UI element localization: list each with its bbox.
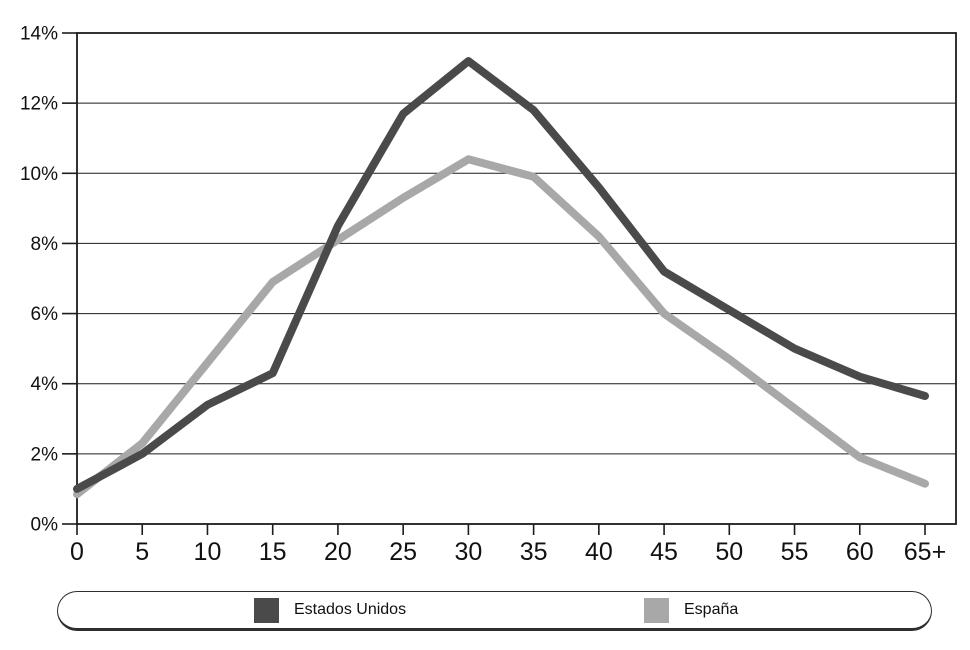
estados-unidos-label: Estados Unidos bbox=[294, 601, 407, 618]
espana-swatch bbox=[644, 597, 669, 623]
x-axis-label: 20 bbox=[324, 538, 352, 566]
x-axis-label: 25 bbox=[389, 538, 417, 566]
series-line-estados-unidos bbox=[73, 57, 929, 493]
x-axis-label: 60 bbox=[846, 538, 874, 566]
series-line-espana bbox=[73, 155, 929, 499]
x-axis-label: 15 bbox=[259, 538, 287, 566]
x-axis-label: 55 bbox=[781, 538, 809, 566]
x-axis-label: 45 bbox=[650, 538, 678, 566]
x-axis-label: 40 bbox=[585, 538, 613, 566]
y-axis-label: 4% bbox=[31, 374, 59, 395]
y-axis-label: 2% bbox=[31, 444, 59, 465]
y-axis-label: 14% bbox=[20, 24, 58, 45]
x-axis-label: 50 bbox=[715, 538, 743, 566]
espana-label: España bbox=[684, 601, 739, 618]
y-axis-label: 0% bbox=[31, 515, 59, 536]
age-distribution-line-chart: 0% 2% 4% 6% 8% 10% 12% 14% 0 5 10 15 20 25 30 35 40 45 50 5… bbox=[20, 24, 957, 566]
legend-item-estados-unidos: Estados Unidos bbox=[254, 592, 406, 628]
plot-frame bbox=[76, 32, 957, 525]
x-axis-label: 65+ bbox=[904, 538, 946, 566]
x-axis-label: 30 bbox=[454, 538, 482, 566]
estados-unidos-swatch bbox=[254, 597, 279, 623]
legend-item-espana: España bbox=[644, 592, 738, 628]
y-axis-label: 10% bbox=[20, 164, 58, 185]
x-axis-label: 5 bbox=[135, 538, 149, 566]
x-axis-label: 10 bbox=[194, 538, 222, 566]
legend: Estados Unidos España bbox=[57, 591, 932, 631]
x-axis-label: 0 bbox=[70, 538, 84, 566]
x-axis-label: 35 bbox=[520, 538, 548, 566]
y-axis-label: 6% bbox=[31, 304, 59, 325]
y-axis-label: 12% bbox=[20, 94, 58, 115]
y-axis-label: 8% bbox=[31, 234, 59, 255]
